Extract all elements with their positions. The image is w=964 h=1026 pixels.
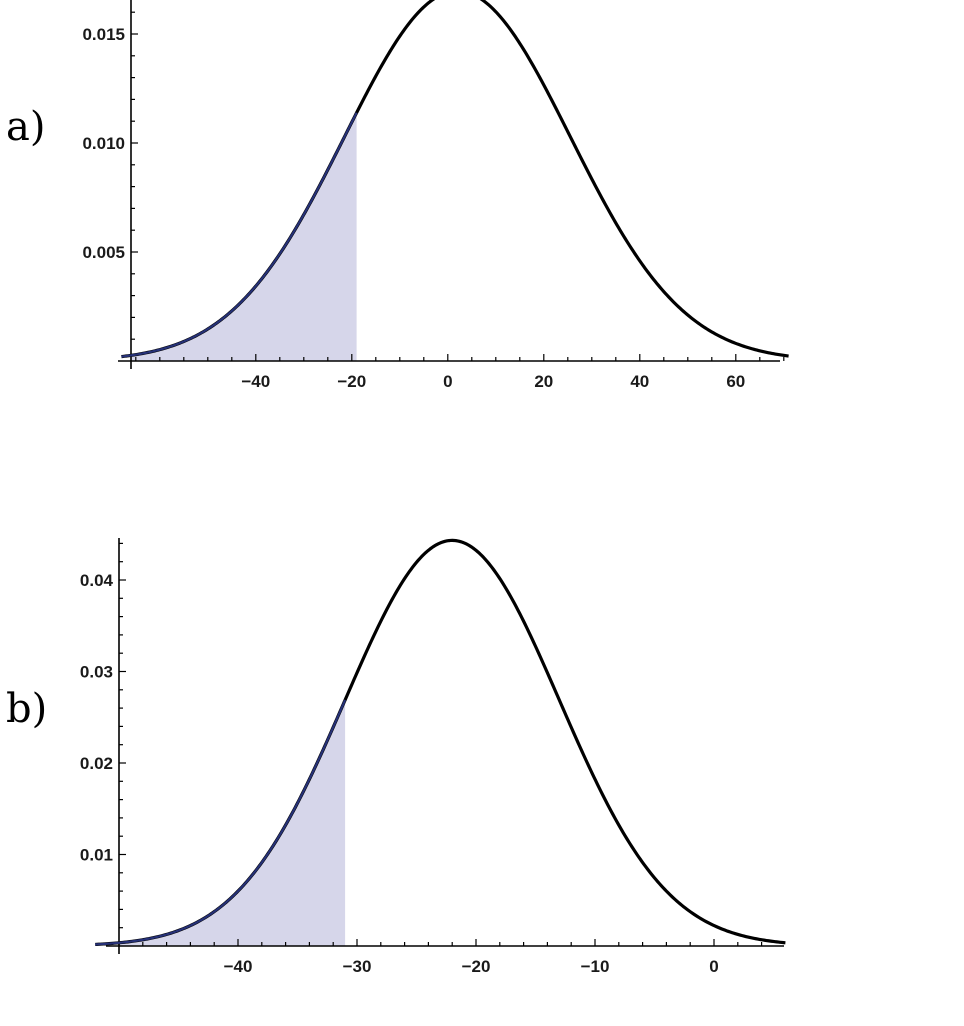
y-tick-label: 0.02: [80, 754, 113, 773]
x-tick-label: −20: [462, 957, 491, 976]
x-tick-label: 60: [726, 372, 745, 391]
y-tick-label: 0.015: [82, 25, 125, 44]
x-tick-label: 40: [630, 372, 649, 391]
shaded-curve-edge: [95, 699, 347, 946]
y-tick-label: 0.03: [80, 663, 113, 682]
x-tick-label: −20: [337, 372, 366, 391]
x-tick-label: 0: [443, 372, 452, 391]
shaded-area: [119, 700, 346, 946]
x-tick-label: −40: [224, 957, 253, 976]
chart-panel-b: −40 −30 −20 −10 0 0.01 0.02 0.03 0.04: [80, 538, 786, 976]
density-curve: [95, 538, 786, 947]
x-tick-label: 20: [534, 372, 553, 391]
shaded-curve-edge: [121, 112, 358, 358]
chart-panel-a: −40 −20 0 20 40 60 0.005 0.010 0.015: [82, 0, 789, 391]
panel-a-label: a): [6, 104, 46, 150]
y-tick-label: 0.01: [80, 846, 113, 865]
x-tick-label: −30: [343, 957, 372, 976]
x-tick-label: 0: [709, 957, 718, 976]
shaded-area: [131, 112, 357, 361]
y-tick-label: 0.005: [82, 243, 125, 262]
x-tick-label: −40: [241, 372, 270, 391]
y-tick-label: 0.010: [82, 134, 125, 153]
density-curve: [121, 0, 789, 359]
x-tick-label: −10: [581, 957, 610, 976]
y-tick-label: 0.04: [80, 571, 114, 590]
panel-b-label: b): [6, 686, 48, 732]
